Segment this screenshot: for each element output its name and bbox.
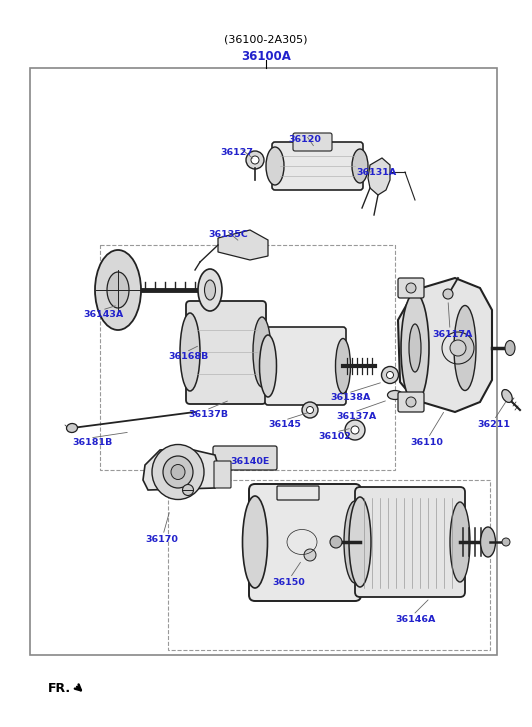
Ellipse shape (336, 339, 351, 393)
Ellipse shape (352, 149, 368, 183)
Ellipse shape (387, 390, 403, 400)
Text: 36143A: 36143A (83, 310, 123, 319)
Polygon shape (368, 158, 390, 195)
Text: 36102: 36102 (318, 432, 351, 441)
Ellipse shape (454, 305, 476, 390)
Ellipse shape (349, 497, 371, 587)
Ellipse shape (505, 340, 515, 356)
Ellipse shape (306, 406, 313, 414)
Bar (100, 245, 395, 470)
Ellipse shape (152, 444, 204, 499)
FancyBboxPatch shape (398, 392, 424, 412)
FancyBboxPatch shape (355, 487, 465, 597)
Ellipse shape (304, 549, 316, 561)
Ellipse shape (401, 293, 429, 403)
Text: (36100-2A305): (36100-2A305) (225, 35, 307, 45)
Ellipse shape (480, 527, 495, 557)
Ellipse shape (253, 317, 271, 387)
Ellipse shape (443, 289, 453, 299)
Text: 36181B: 36181B (72, 438, 112, 447)
FancyBboxPatch shape (249, 484, 361, 601)
Ellipse shape (381, 366, 398, 384)
Polygon shape (398, 278, 492, 412)
Ellipse shape (502, 538, 510, 546)
Text: 36170: 36170 (145, 535, 178, 544)
Ellipse shape (66, 424, 78, 433)
Ellipse shape (450, 502, 470, 582)
FancyBboxPatch shape (293, 133, 332, 151)
Ellipse shape (260, 335, 277, 397)
FancyBboxPatch shape (214, 461, 231, 488)
Text: 36117A: 36117A (432, 330, 472, 339)
FancyBboxPatch shape (213, 446, 277, 470)
Text: 36168B: 36168B (168, 352, 208, 361)
FancyBboxPatch shape (398, 278, 424, 298)
Text: 36100A: 36100A (241, 49, 291, 63)
Ellipse shape (180, 313, 200, 391)
Ellipse shape (95, 250, 141, 330)
Ellipse shape (302, 402, 318, 418)
FancyBboxPatch shape (265, 327, 346, 405)
Ellipse shape (502, 390, 512, 403)
Ellipse shape (163, 456, 193, 488)
Ellipse shape (351, 426, 359, 434)
Text: 36135C: 36135C (208, 230, 248, 239)
Ellipse shape (246, 151, 264, 169)
Ellipse shape (387, 371, 394, 379)
Text: 36145: 36145 (268, 420, 301, 429)
Ellipse shape (450, 340, 466, 356)
Polygon shape (143, 448, 220, 490)
Text: 36138A: 36138A (330, 393, 370, 402)
Ellipse shape (330, 536, 342, 548)
Text: 36146A: 36146A (395, 615, 435, 624)
Ellipse shape (198, 269, 222, 311)
Ellipse shape (251, 156, 259, 164)
Ellipse shape (182, 484, 194, 496)
Ellipse shape (345, 420, 365, 440)
FancyBboxPatch shape (272, 142, 363, 190)
Ellipse shape (409, 324, 421, 372)
Ellipse shape (204, 280, 215, 300)
Bar (168, 480, 490, 650)
Ellipse shape (266, 147, 284, 185)
Ellipse shape (344, 501, 366, 583)
Ellipse shape (406, 397, 416, 407)
Text: 36137B: 36137B (188, 410, 228, 419)
Text: 36110: 36110 (410, 438, 443, 447)
Ellipse shape (107, 272, 129, 308)
Text: 36211: 36211 (477, 420, 510, 429)
Ellipse shape (406, 283, 416, 293)
Polygon shape (218, 230, 268, 260)
FancyBboxPatch shape (186, 301, 266, 404)
FancyBboxPatch shape (277, 486, 319, 500)
Text: 36120: 36120 (288, 135, 321, 144)
Text: FR.: FR. (48, 681, 71, 694)
Text: 36127: 36127 (220, 148, 253, 157)
Bar (30, 68, 497, 655)
Text: 36137A: 36137A (336, 412, 376, 421)
Text: 36150: 36150 (272, 578, 305, 587)
Ellipse shape (171, 465, 185, 480)
Ellipse shape (243, 496, 268, 588)
Text: 36131A: 36131A (356, 168, 396, 177)
Text: 36140E: 36140E (230, 457, 269, 466)
